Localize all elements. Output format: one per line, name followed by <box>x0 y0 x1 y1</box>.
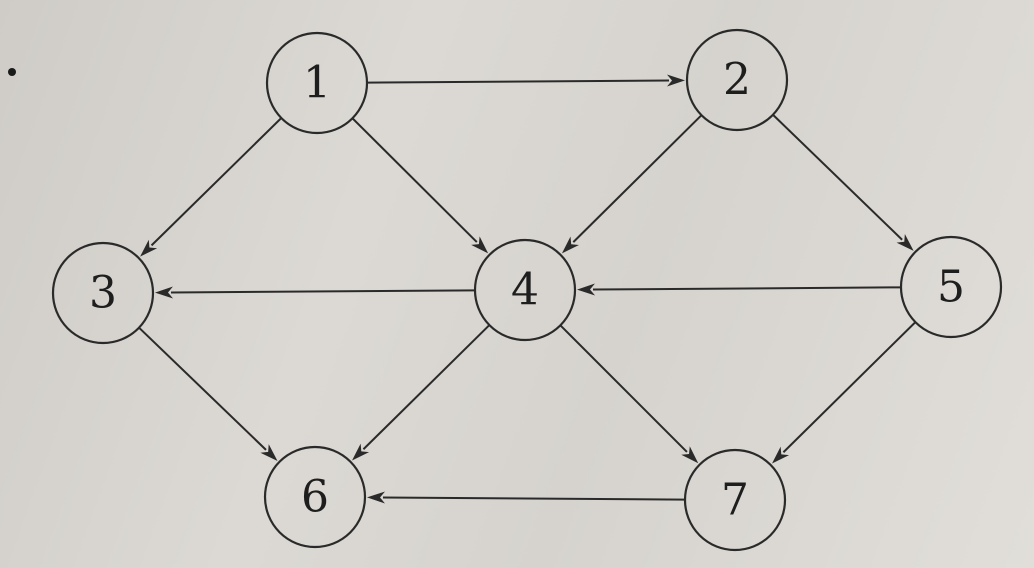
edge-1-to-4 <box>351 117 489 254</box>
edge-4-to-6 <box>352 324 491 461</box>
node-2: 2 <box>685 28 789 132</box>
edge-5-to-7 <box>772 321 917 464</box>
node-label: 5 <box>937 262 965 313</box>
node-label: 6 <box>301 472 329 523</box>
arrowhead <box>260 444 278 461</box>
node-circle <box>899 235 1003 339</box>
arrowhead <box>576 283 596 296</box>
edge-line <box>592 286 902 291</box>
node-label: 2 <box>723 55 751 106</box>
node-label: 4 <box>511 265 539 316</box>
edge-line <box>150 117 283 247</box>
edge-line <box>362 324 491 450</box>
edge-5-to-4 <box>576 283 902 296</box>
arrowhead <box>140 239 158 257</box>
margin-dot <box>8 68 16 76</box>
edge-line <box>782 321 917 453</box>
edge-line <box>351 117 478 243</box>
edge-2-to-5 <box>772 114 914 251</box>
node-6: 6 <box>263 445 367 549</box>
arrowhead <box>666 74 686 87</box>
node-4: 4 <box>473 238 577 342</box>
edge-line <box>572 114 703 243</box>
arrowhead <box>471 236 489 254</box>
node-label: 3 <box>89 268 117 319</box>
edge-1-to-3 <box>140 117 283 257</box>
edge-4-to-3 <box>154 286 476 299</box>
edge-1-to-2 <box>366 74 686 87</box>
arrowhead <box>154 286 174 299</box>
arrowhead <box>681 446 699 464</box>
node-circle <box>685 28 789 132</box>
edge-line <box>138 326 267 451</box>
edge-line <box>382 496 686 501</box>
nodes-group: 1 2 3 4 5 6 7 <box>51 28 1003 552</box>
arrowhead <box>366 491 386 504</box>
node-circle <box>263 445 367 549</box>
node-label: 7 <box>721 475 749 526</box>
node-3: 3 <box>51 241 155 345</box>
node-circle <box>683 448 787 552</box>
node-circle <box>265 31 369 135</box>
arrowhead <box>896 234 914 251</box>
edge-line <box>366 79 670 84</box>
node-1: 1 <box>265 31 369 135</box>
edge-line <box>170 289 476 294</box>
arrowhead <box>772 446 790 464</box>
edge-line <box>772 114 903 241</box>
node-label: 1 <box>303 58 331 109</box>
node-7: 7 <box>683 448 787 552</box>
node-circle <box>473 238 577 342</box>
arrowhead <box>561 236 579 254</box>
node-circle <box>51 241 155 345</box>
arrowhead <box>352 443 370 461</box>
edges-group <box>138 74 917 504</box>
node-5: 5 <box>899 235 1003 339</box>
edge-4-to-7 <box>559 324 699 464</box>
edge-7-to-6 <box>366 491 686 504</box>
edge-2-to-4 <box>561 114 703 254</box>
edge-3-to-6 <box>138 326 278 461</box>
edge-line <box>559 324 688 453</box>
